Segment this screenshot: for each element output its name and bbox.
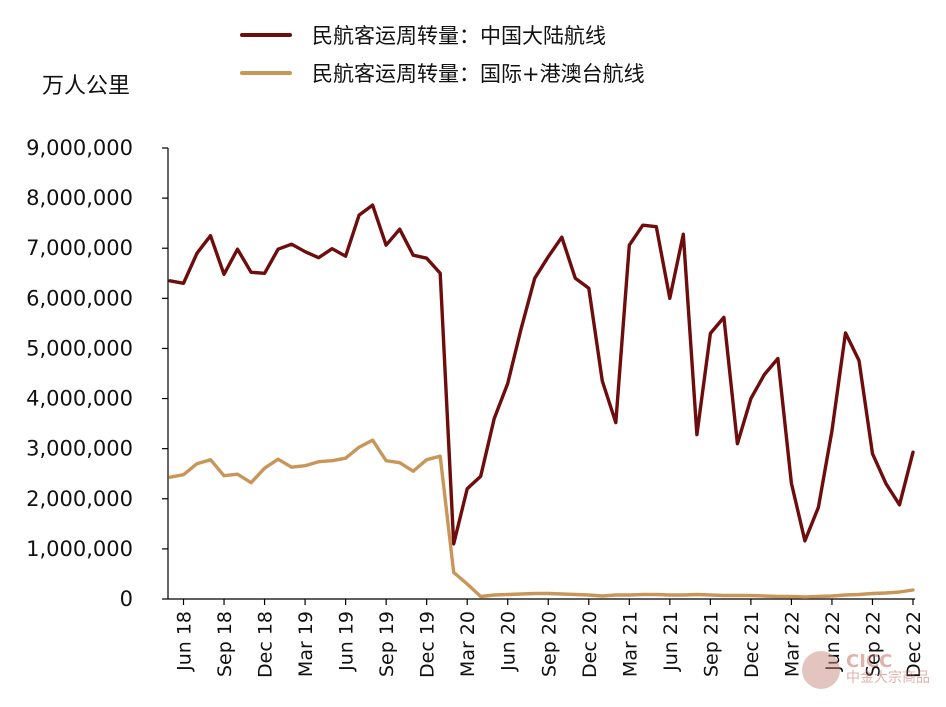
watermark-logo: CICC 中金大宗商品 bbox=[802, 651, 930, 689]
legend-label-international: 民航客运周转量：国际+港澳台航线 bbox=[312, 62, 645, 86]
x-tick-label: Mar 21 bbox=[619, 611, 641, 677]
x-tick-label: Mar 20 bbox=[457, 611, 479, 677]
y-tick-label: 8,000,000 bbox=[26, 186, 133, 210]
x-tick-label: Sep 21 bbox=[700, 611, 722, 677]
x-tick-label: Dec 19 bbox=[417, 611, 439, 678]
y-tick-label: 7,000,000 bbox=[26, 236, 133, 260]
y-tick-label: 0 bbox=[120, 587, 133, 611]
legend-item-international: 民航客运周转量：国际+港澳台航线 bbox=[240, 54, 645, 92]
y-tick-label: 5,000,000 bbox=[26, 336, 133, 360]
x-tick-label: Dec 22 bbox=[903, 611, 925, 678]
legend-label-domestic: 民航客运周转量：中国大陆航线 bbox=[312, 24, 606, 48]
y-tick-label: 3,000,000 bbox=[26, 437, 133, 461]
x-tick-label: Mar 22 bbox=[781, 611, 803, 677]
x-tick-label: Dec 21 bbox=[741, 611, 763, 678]
y-tick-label: 1,000,000 bbox=[26, 537, 133, 561]
y-tick-label: 6,000,000 bbox=[26, 286, 133, 310]
y-tick-label: 4,000,000 bbox=[26, 387, 133, 411]
watermark-line2: 中金大宗商品 bbox=[846, 670, 930, 686]
y-axis-unit-label: 万人公里 bbox=[42, 74, 131, 99]
series-line-international bbox=[168, 438, 915, 599]
x-tick-label: Mar 19 bbox=[295, 611, 317, 677]
x-tick-label: Jun 19 bbox=[336, 611, 358, 672]
y-tick-label: 9,000,000 bbox=[26, 136, 133, 160]
x-tick-label: Sep 20 bbox=[538, 611, 560, 677]
cicc-logo-icon bbox=[802, 651, 840, 689]
x-tick-label: Jun 20 bbox=[498, 611, 520, 672]
x-tick-label: Dec 20 bbox=[579, 611, 601, 678]
legend-swatch-domestic bbox=[240, 33, 292, 37]
x-tick-label: Sep 18 bbox=[214, 611, 236, 677]
legend: 民航客运周转量：中国大陆航线 民航客运周转量：国际+港澳台航线 bbox=[240, 16, 645, 92]
x-tick-label: Dec 18 bbox=[255, 611, 277, 678]
series-line-domestic bbox=[168, 203, 915, 546]
y-tick-label: 2,000,000 bbox=[26, 487, 133, 511]
x-tick-label: Jun 21 bbox=[660, 611, 682, 672]
x-tick-label: Sep 22 bbox=[862, 611, 884, 677]
x-tick-label: Sep 19 bbox=[376, 611, 398, 677]
legend-swatch-international bbox=[240, 71, 292, 75]
watermark-line1: CICC bbox=[846, 651, 893, 672]
x-tick-label: Jun 18 bbox=[174, 611, 196, 672]
watermark-text: CICC 中金大宗商品 bbox=[846, 651, 930, 687]
legend-item-domestic: 民航客运周转量：中国大陆航线 bbox=[240, 16, 645, 54]
